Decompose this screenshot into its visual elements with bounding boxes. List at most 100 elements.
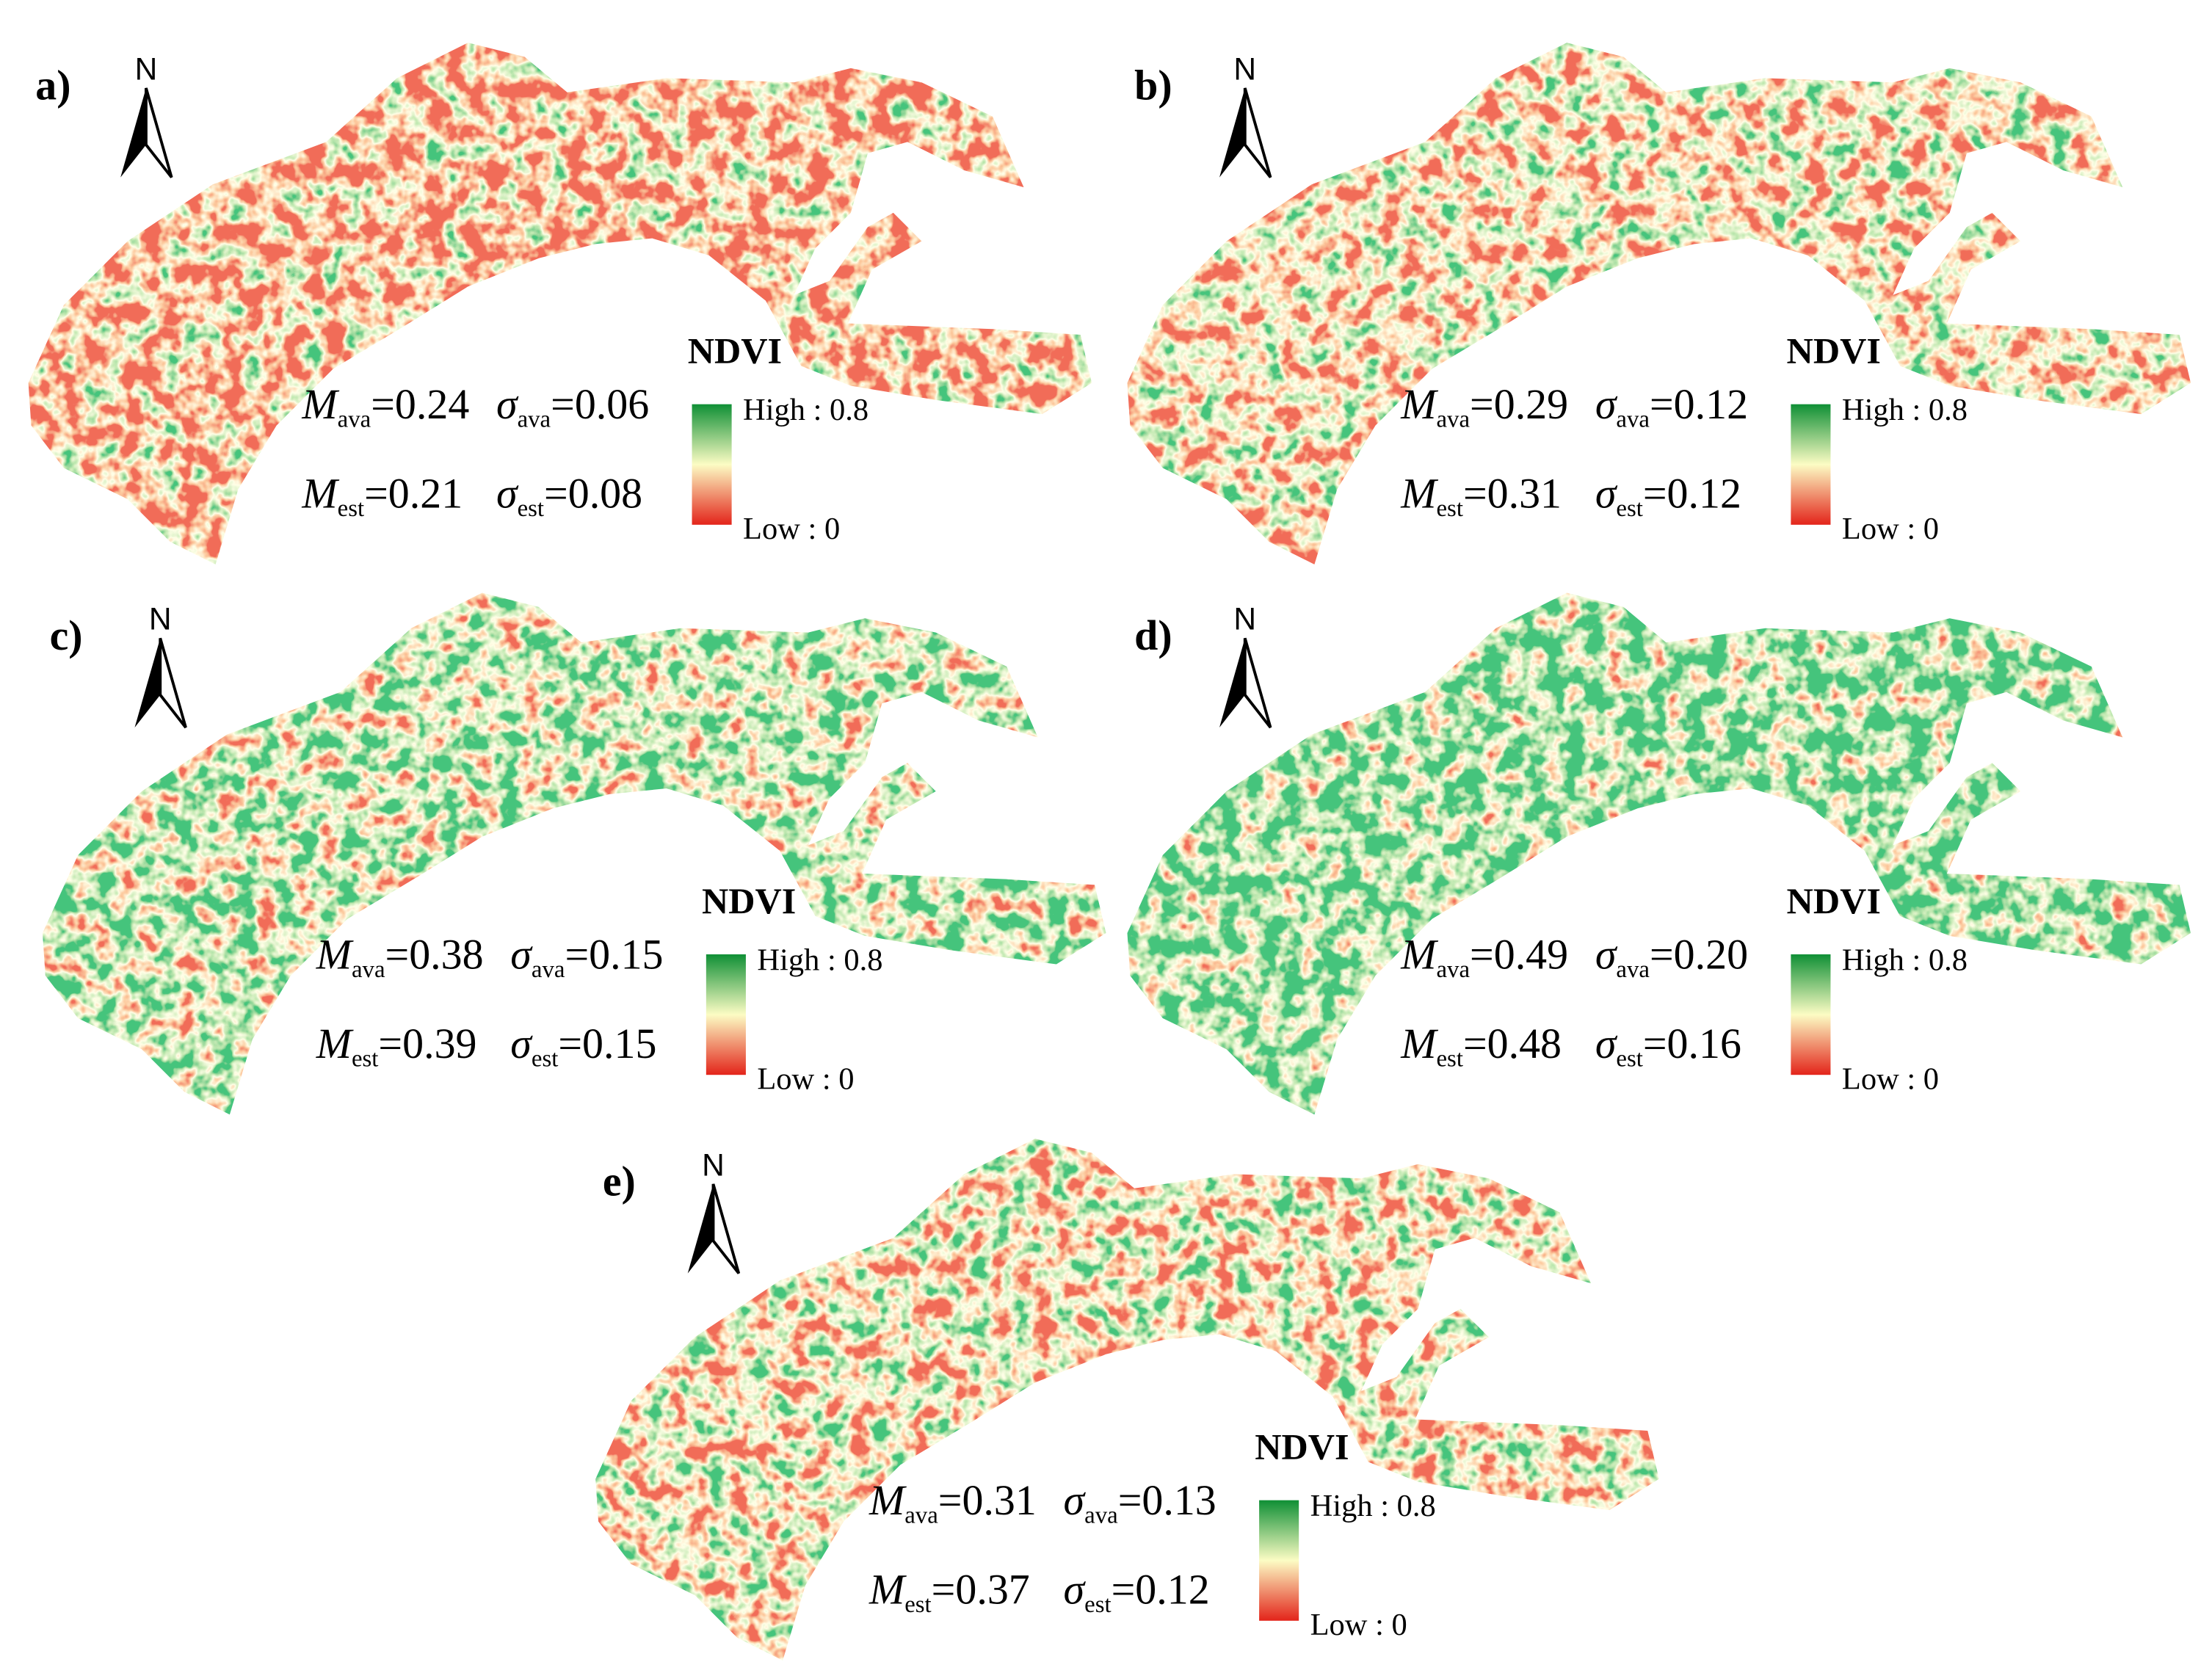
ndvi-map [28, 43, 1092, 565]
stat-symbol: σ [496, 380, 519, 428]
stat-symbol: σ [1595, 470, 1618, 518]
stat-symbol: M [1400, 1020, 1438, 1067]
stat-value: 0.24 [395, 380, 469, 428]
stat-subscript: est [338, 496, 364, 522]
stat-symbol: σ [496, 470, 519, 518]
stat-symbol: σ [1595, 380, 1618, 428]
stat-equals: = [938, 1476, 962, 1524]
stat-subscript: est [1436, 1046, 1462, 1073]
stat: σest=0.08 [496, 470, 642, 523]
stat-subscript: ava [352, 957, 385, 983]
stat-subscript: ava [338, 407, 371, 433]
stat-equals: = [565, 930, 589, 978]
stat: Mava=0.29 [1400, 380, 1568, 433]
stat-subscript: est [904, 1592, 931, 1618]
stat-symbol: σ [1595, 930, 1618, 978]
stat-symbol: M [1400, 470, 1438, 518]
stat-symbol: M [1400, 380, 1438, 428]
panel-label: c) [50, 612, 83, 659]
north-arrow-right [159, 637, 187, 729]
legend-ramp [1791, 954, 1831, 1075]
stat-symbol: M [316, 1020, 354, 1067]
stat-symbol: σ [1064, 1476, 1087, 1524]
stat-symbol: M [316, 930, 354, 978]
stat-value: 0.08 [568, 470, 642, 518]
stat: σest=0.12 [1595, 470, 1741, 523]
stat-equals: = [1643, 470, 1667, 518]
stat-value: 0.13 [1142, 1476, 1216, 1524]
ndvi-map [1127, 592, 2191, 1115]
legend-ramp [692, 404, 732, 525]
legend-high: High : 0.8 [743, 393, 869, 427]
stat-subscript: est [532, 1046, 558, 1073]
stat: σava=0.12 [1595, 380, 1748, 433]
stat-value: 0.15 [589, 930, 663, 978]
north-arrow-right [711, 1183, 741, 1274]
panel-label: a) [35, 61, 70, 109]
stat-value: 0.38 [409, 930, 483, 978]
ndvi-map [42, 592, 1106, 1115]
stat-equals: = [1112, 1566, 1136, 1614]
stat: Mava=0.31 [869, 1476, 1037, 1529]
stat-subscript: ava [1084, 1503, 1118, 1529]
stat-subscript: ava [1616, 957, 1650, 983]
stat-value: 0.21 [388, 470, 463, 518]
legend-low: Low : 0 [1310, 1608, 1407, 1642]
stat-value: 0.37 [955, 1566, 1029, 1614]
north-label: N [1233, 603, 1256, 637]
legend-high: High : 0.8 [1842, 393, 1968, 427]
stat-symbol: M [869, 1476, 907, 1524]
panel-label: d) [1134, 612, 1172, 659]
stat-symbol: σ [1595, 1020, 1618, 1067]
stat: σava=0.15 [510, 930, 663, 983]
stat-value: 0.16 [1667, 1020, 1741, 1067]
stat-equals: = [1650, 380, 1674, 428]
stat-symbol: M [301, 470, 339, 518]
stat-symbol: σ [510, 1020, 533, 1067]
legend-title: NDVI [1787, 330, 1881, 371]
legend-ramp [706, 954, 746, 1075]
stat-value: 0.12 [1667, 470, 1741, 518]
north-arrow-left [687, 1183, 714, 1274]
stat-value: 0.49 [1494, 930, 1568, 978]
north-arrow-right [1243, 87, 1272, 178]
stat-subscript: ava [532, 957, 565, 983]
stat-equals: = [1643, 1020, 1667, 1067]
stat-equals: = [1118, 1476, 1142, 1524]
stat: σest=0.15 [510, 1020, 656, 1073]
legend-low: Low : 0 [757, 1062, 854, 1097]
stat-equals: = [558, 1020, 582, 1067]
north-arrow-left [134, 638, 161, 728]
stat: Mava=0.38 [316, 930, 484, 983]
legend-ramp [1259, 1500, 1299, 1621]
stat-subscript: est [352, 1046, 378, 1073]
stat-subscript: est [1616, 496, 1642, 522]
stat-value: 0.20 [1674, 930, 1748, 978]
stat-symbol: M [301, 380, 339, 428]
stat-equals: = [1463, 470, 1487, 518]
north-label: N [135, 52, 158, 87]
stat-symbol: σ [1064, 1566, 1087, 1614]
stat-value: 0.31 [1487, 470, 1562, 518]
legend-high: High : 0.8 [757, 943, 882, 977]
stat-equals: = [364, 470, 388, 518]
legend-high: High : 0.8 [1842, 943, 1968, 977]
legend-low: Low : 0 [743, 512, 840, 546]
north-arrow-left [1219, 87, 1245, 178]
stat-subscript: ava [1616, 407, 1650, 433]
legend-title: NDVI [688, 330, 782, 371]
stat-subscript: ava [1436, 407, 1470, 433]
stat: σava=0.20 [1595, 930, 1748, 983]
stat-value: 0.15 [582, 1020, 656, 1067]
stat-subscript: est [1084, 1592, 1111, 1618]
legend-title: NDVI [702, 880, 796, 921]
stat: σava=0.06 [496, 380, 649, 433]
stat-equals: = [1470, 930, 1494, 978]
stat-subscript: ava [1436, 957, 1470, 983]
